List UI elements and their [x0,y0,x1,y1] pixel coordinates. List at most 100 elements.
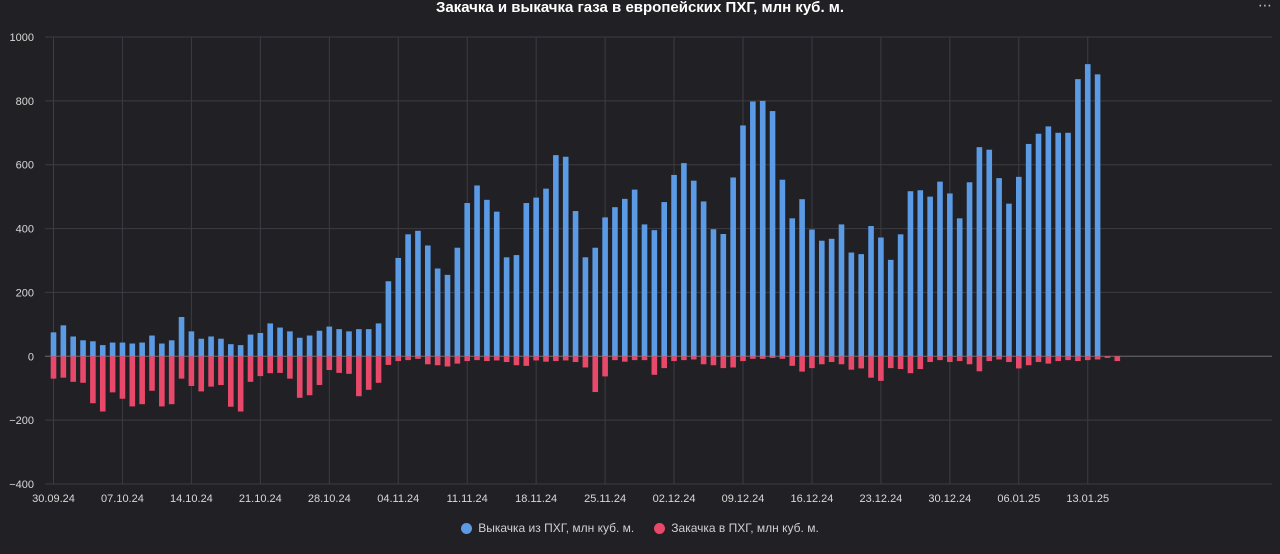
bar-outflow[interactable] [474,185,480,357]
bar-outflow[interactable] [809,229,815,357]
bar-inflow[interactable] [572,356,579,363]
bar-inflow[interactable] [720,356,727,369]
bar-inflow[interactable] [651,356,658,375]
bar-outflow[interactable] [750,101,756,357]
bar-outflow[interactable] [405,234,411,357]
bar-inflow[interactable] [247,356,254,382]
bar-inflow[interactable] [1045,356,1052,364]
bar-outflow[interactable] [690,180,697,357]
bar-outflow[interactable] [444,274,451,357]
bar-inflow[interactable] [454,356,461,364]
bar-inflow[interactable] [907,356,914,374]
bar-inflow[interactable] [996,356,1002,360]
bar-inflow[interactable] [828,356,835,363]
bar-inflow[interactable] [513,356,520,366]
bar-outflow[interactable] [484,199,490,357]
bar-outflow[interactable] [159,343,165,357]
bar-inflow[interactable] [1094,356,1101,360]
bar-outflow[interactable] [878,237,884,357]
bar-inflow[interactable] [336,356,342,373]
bar-inflow[interactable] [218,356,224,386]
bar-outflow[interactable] [996,178,1002,357]
bar-inflow[interactable] [661,356,667,369]
bar-inflow[interactable] [395,356,402,362]
bar-outflow[interactable] [178,317,185,357]
bar-outflow[interactable] [1075,79,1081,357]
bar-inflow[interactable] [287,356,293,379]
bar-inflow[interactable] [1016,356,1022,369]
bar-outflow[interactable] [188,331,195,357]
bar-inflow[interactable] [50,356,57,379]
bar-inflow[interactable] [1055,356,1061,362]
bar-inflow[interactable] [375,356,382,383]
bar-inflow[interactable] [947,356,953,363]
bar-inflow[interactable] [444,356,451,367]
bar-outflow[interactable] [198,338,205,357]
bar-outflow[interactable] [218,338,224,357]
bar-outflow[interactable] [799,199,805,357]
bar-outflow[interactable] [228,344,234,357]
bar-outflow[interactable] [109,342,116,357]
bar-inflow[interactable] [60,356,67,378]
bar-inflow[interactable] [306,356,313,396]
bar-inflow[interactable] [237,356,244,412]
bar-inflow[interactable] [631,356,638,361]
bar-outflow[interactable] [779,179,786,357]
bar-outflow[interactable] [917,190,924,357]
bar-inflow[interactable] [405,356,411,361]
bar-inflow[interactable] [1065,356,1071,361]
bar-inflow[interactable] [326,356,333,371]
bar-outflow[interactable] [986,149,993,357]
bar-inflow[interactable] [1084,356,1091,361]
bar-outflow[interactable] [208,336,214,357]
bar-outflow[interactable] [316,330,323,357]
bar-outflow[interactable] [661,202,667,357]
bar-outflow[interactable] [897,234,904,357]
bar-outflow[interactable] [562,156,569,357]
bar-outflow[interactable] [681,163,687,357]
bar-outflow[interactable] [887,259,894,357]
more-options-icon[interactable]: ⋯ [1258,0,1272,13]
bar-outflow[interactable] [385,281,392,357]
bar-inflow[interactable] [178,356,185,379]
bar-outflow[interactable] [612,207,618,357]
bar-outflow[interactable] [1065,132,1071,357]
bar-inflow[interactable] [149,356,155,391]
bar-outflow[interactable] [90,341,96,357]
bar-inflow[interactable] [267,356,273,374]
bar-outflow[interactable] [543,188,549,357]
bar-inflow[interactable] [109,356,116,393]
bar-inflow[interactable] [139,356,145,405]
bar-outflow[interactable] [513,255,520,357]
bar-outflow[interactable] [1035,133,1042,357]
bar-inflow[interactable] [887,356,894,369]
bar-inflow[interactable] [129,356,136,407]
bar-outflow[interactable] [828,238,835,357]
bar-outflow[interactable] [572,211,579,357]
bar-outflow[interactable] [346,331,352,357]
bar-outflow[interactable] [168,340,175,357]
bar-inflow[interactable] [602,356,608,377]
bar-inflow[interactable] [168,356,175,405]
legend-item-outflow[interactable]: Выкачка из ПХГ, млн куб. м. [461,521,634,535]
bar-outflow[interactable] [336,329,342,357]
bar-outflow[interactable] [434,268,441,357]
bar-outflow[interactable] [267,323,273,357]
bar-outflow[interactable] [1016,176,1022,357]
bar-outflow[interactable] [50,332,57,357]
bar-inflow[interactable] [474,356,480,361]
bar-outflow[interactable] [257,332,264,357]
bar-inflow[interactable] [848,356,855,370]
bar-inflow[interactable] [740,356,746,362]
bar-inflow[interactable] [937,356,943,361]
bar-inflow[interactable] [484,356,490,362]
bar-inflow[interactable] [750,356,756,359]
bar-outflow[interactable] [356,329,362,357]
bar-inflow[interactable] [927,356,933,363]
bar-inflow[interactable] [316,356,323,386]
bar-inflow[interactable] [956,356,963,362]
bar-outflow[interactable] [956,218,963,357]
bar-inflow[interactable] [966,356,973,365]
bar-outflow[interactable] [247,334,254,357]
bar-outflow[interactable] [1084,64,1091,357]
